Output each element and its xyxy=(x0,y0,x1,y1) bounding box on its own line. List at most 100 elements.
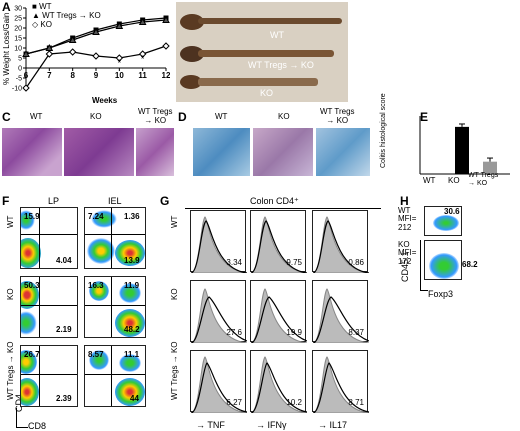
histo-he-treg xyxy=(136,128,174,176)
histogram-value: 27.6 xyxy=(226,328,242,337)
histogram: 0.86 xyxy=(312,210,368,272)
x-tick-label: 8 xyxy=(70,71,75,80)
panel-d-label: D xyxy=(178,110,187,124)
panel-g-label: G xyxy=(160,194,169,208)
legend-ko: ◇ KO xyxy=(32,20,52,29)
histogram-value: 9.75 xyxy=(286,258,302,267)
f-col-iel: IEL xyxy=(108,196,122,206)
c-label-treg: WT Tregs → KO xyxy=(138,107,173,125)
h-xaxis: Foxp3 xyxy=(428,289,453,299)
significance-star: * xyxy=(141,54,145,64)
histo-ab-treg xyxy=(316,128,370,176)
x-axis-label: Weeks xyxy=(92,96,117,105)
g-title-rule xyxy=(185,208,381,209)
f-lp-treg-lr: 2.39 xyxy=(56,394,72,403)
colon-treg xyxy=(198,50,334,57)
g-xlabel-il17: → IL17 xyxy=(318,420,347,430)
histogram: 10.2 xyxy=(250,350,306,412)
f-row-wt: WT xyxy=(6,216,15,228)
f-lp-wt-ul: 15.9 xyxy=(24,212,40,221)
colon-photo xyxy=(176,2,348,102)
x-tick-label: 7 xyxy=(47,71,52,80)
g-title: Colon CD4⁺ xyxy=(250,196,299,207)
histo-ab-ko xyxy=(253,128,313,176)
y-tick-label: 15 xyxy=(14,36,22,43)
histo-ab-wt xyxy=(193,128,250,176)
b-label-wt: WT xyxy=(270,30,284,40)
histo-he-wt xyxy=(2,128,62,176)
f-iel-ko-ul: 16.3 xyxy=(88,281,104,290)
x-tick-label: 9 xyxy=(94,71,99,80)
histogram-value: 8.37 xyxy=(348,328,364,337)
x-tick-label: 6 xyxy=(24,71,29,80)
g-row-wt: WT xyxy=(170,216,179,228)
c-label-wt: WT xyxy=(30,112,42,121)
histo-he-ko xyxy=(64,128,134,176)
f-lp-wt-lr: 4.04 xyxy=(56,256,72,265)
h-wt-mfi: MFI= 212 xyxy=(398,214,416,232)
f-iel-treg-ur: 11.1 xyxy=(124,350,139,359)
point-ko xyxy=(163,43,169,49)
histogram-value: 0.86 xyxy=(348,258,364,267)
x-tick-label: 10 xyxy=(115,71,124,80)
f-row-ko: KO xyxy=(6,288,15,300)
e-bar-1 xyxy=(455,127,469,174)
e-cat-ko: KO xyxy=(448,176,460,185)
legend-wt: ■ WT xyxy=(32,2,52,11)
point-ko xyxy=(93,53,99,59)
f-iel-ko-lr: 48.2 xyxy=(124,325,140,334)
g-row-treg: WT Tregs → KO xyxy=(170,341,179,400)
point-ko xyxy=(70,49,76,55)
f-col-lp: LP xyxy=(48,196,59,206)
histogram-value: 19.9 xyxy=(286,328,302,337)
f-lp-treg-ul: 26.7 xyxy=(24,350,40,359)
significance-star: * xyxy=(118,58,122,68)
f-iel-ko-ur: 11.9 xyxy=(124,281,139,290)
f-yaxis-arrow xyxy=(16,408,17,428)
c-label-ko: KO xyxy=(90,112,102,121)
f-xaxis: CD8 xyxy=(28,421,46,431)
panel-f-label: F xyxy=(2,194,9,208)
x-tick-label: 12 xyxy=(162,71,170,80)
legend-wt-tregs-ko: ▲ WT Tregs → KO xyxy=(32,11,101,20)
y-tick-label: 0 xyxy=(18,66,22,73)
g-row-ko: KO xyxy=(170,288,179,300)
histogram: 27.6 xyxy=(190,280,246,342)
f-row-treg: WT Tregs → KO xyxy=(6,341,15,400)
f-iel-wt-ur: 1.36 xyxy=(124,212,140,221)
h-wt-value: 30.6 xyxy=(444,207,460,216)
d-label-ko: KO xyxy=(278,112,290,121)
y-tick-label: -10 xyxy=(12,86,22,93)
d-label-wt: WT xyxy=(215,112,227,121)
y-axis-label: % Weight Loss/Gain xyxy=(2,13,11,85)
h-xaxis-arrow xyxy=(420,290,428,291)
histogram: 9.75 xyxy=(250,210,306,272)
f-iel-wt-lr: 13.9 xyxy=(124,256,140,265)
f-iel-treg-ul: 8.57 xyxy=(88,350,104,359)
e-ylabel: Colitis histological score xyxy=(380,93,387,168)
histogram-value: 3.34 xyxy=(226,258,242,267)
colon-wt xyxy=(198,18,342,24)
f-iel-treg-lr: 44 xyxy=(130,394,139,403)
histogram-value: 10.2 xyxy=(286,398,302,407)
h-ko-value: 68.2 xyxy=(462,260,478,269)
y-tick-label: 30 xyxy=(14,6,22,13)
d-label-treg: WT Tregs → KO xyxy=(320,107,355,125)
x-tick-label: 11 xyxy=(138,71,147,80)
colon-ko xyxy=(198,78,318,86)
histogram-value: 6.27 xyxy=(226,398,242,407)
e-cat-wt: WT xyxy=(423,176,435,185)
panel-c-label: C xyxy=(2,110,11,124)
f-lp-ko-lr: 2.19 xyxy=(56,325,72,334)
y-tick-label: -5 xyxy=(16,76,22,83)
h-yaxis-arrow xyxy=(420,240,421,290)
b-label-ko: KO xyxy=(260,88,273,98)
f-iel-wt-ul: 7.24 xyxy=(88,212,104,221)
histogram: 6.27 xyxy=(190,350,246,412)
g-xlabel-tnf: → TNF xyxy=(196,420,225,430)
b-label-treg: WT Tregs → KO xyxy=(248,60,314,70)
y-tick-label: 5 xyxy=(18,56,22,63)
y-tick-label: 25 xyxy=(14,16,22,23)
histogram: 8.71 xyxy=(312,350,368,412)
histogram-value: 8.71 xyxy=(348,398,364,407)
